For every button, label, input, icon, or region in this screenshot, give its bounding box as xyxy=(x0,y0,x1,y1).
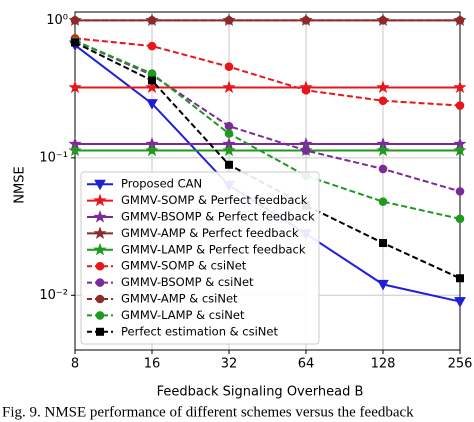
legend-label: GMMV-AMP & Perfect feedback xyxy=(121,226,299,240)
data-point xyxy=(224,121,234,131)
y-tick-label: 10⁻² xyxy=(39,288,68,303)
legend-marker xyxy=(93,193,107,207)
data-point xyxy=(456,274,464,283)
data-point xyxy=(301,85,311,95)
legend-marker xyxy=(94,179,106,191)
y-tick-label: 10⁰ xyxy=(46,13,68,28)
data-point xyxy=(453,80,466,94)
x-axis-label: Feedback Signaling Overhead B xyxy=(157,385,364,400)
legend-label: GMMV-BSOMP & Perfect feedback xyxy=(121,210,315,224)
data-point xyxy=(454,297,466,308)
legend-label: Perfect estimation & csiNet xyxy=(121,324,278,338)
legend-marker xyxy=(93,242,107,256)
data-point xyxy=(378,164,388,174)
data-point xyxy=(147,16,157,25)
data-point xyxy=(455,16,465,25)
legend-box xyxy=(80,171,320,345)
data-point xyxy=(378,16,388,25)
data-point xyxy=(378,96,388,106)
data-point xyxy=(379,239,387,248)
legend-marker xyxy=(93,209,107,223)
data-point xyxy=(145,143,159,157)
x-tick-label: 64 xyxy=(298,357,315,372)
data-point xyxy=(69,143,82,157)
series-line xyxy=(74,39,461,193)
legend-label: Proposed CAN xyxy=(121,177,202,191)
data-point xyxy=(224,16,234,25)
legend-label: GMMV-BSOMP & csiNet xyxy=(121,275,254,289)
caption: Fig. 9. NMSE performance of different sc… xyxy=(2,404,414,420)
x-tick-label: 128 xyxy=(371,357,396,372)
legend-label: GMMV-AMP & csiNet xyxy=(121,292,238,306)
y-tick-label: 10⁻¹ xyxy=(39,150,68,165)
legend-label: GMMV-SOMP & Perfect feedback xyxy=(121,193,308,207)
legend-label: GMMV-SOMP & csiNet xyxy=(121,259,247,273)
data-point xyxy=(147,41,157,51)
x-tick-label: 32 xyxy=(221,357,238,372)
data-point xyxy=(377,279,389,291)
data-point xyxy=(148,76,156,85)
legend-marker xyxy=(95,261,105,271)
data-point xyxy=(71,38,79,47)
series-line xyxy=(74,39,461,220)
data-point xyxy=(147,69,157,78)
y-axis-label: NMSE xyxy=(13,166,28,203)
series-line xyxy=(74,37,461,107)
data-point xyxy=(455,214,465,224)
data-point xyxy=(301,16,311,25)
data-point xyxy=(376,80,390,94)
data-point xyxy=(222,143,236,157)
plot-frame xyxy=(74,11,461,351)
data-point xyxy=(146,99,158,110)
data-point xyxy=(301,146,311,155)
data-point xyxy=(455,101,465,110)
data-point xyxy=(376,143,390,157)
data-point xyxy=(70,16,80,25)
legend-marker xyxy=(96,327,104,336)
data-point xyxy=(222,80,236,94)
legend-marker xyxy=(95,294,105,304)
legend-label: GMMV-LAMP & csiNet xyxy=(121,308,245,322)
data-point xyxy=(224,129,234,138)
legend-marker xyxy=(95,278,105,287)
legend-marker xyxy=(95,311,105,320)
data-point xyxy=(453,143,466,157)
data-point xyxy=(378,197,388,206)
legend-marker xyxy=(93,226,107,240)
data-point xyxy=(225,160,233,169)
legend-label: GMMV-LAMP & Perfect feedback xyxy=(121,242,306,256)
x-tick-label: 256 xyxy=(448,357,473,372)
data-point xyxy=(455,187,465,196)
x-tick-label: 16 xyxy=(144,357,161,372)
x-tick-label: 8 xyxy=(71,357,79,372)
data-point xyxy=(224,62,234,72)
data-point xyxy=(69,80,82,94)
